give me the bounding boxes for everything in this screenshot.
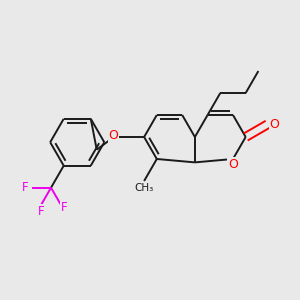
Text: O: O: [269, 118, 279, 131]
Text: F: F: [22, 181, 28, 194]
Text: F: F: [61, 201, 68, 214]
Text: CH₃: CH₃: [134, 183, 154, 193]
Text: O: O: [228, 158, 238, 171]
Text: O: O: [108, 129, 118, 142]
Text: F: F: [38, 205, 45, 218]
